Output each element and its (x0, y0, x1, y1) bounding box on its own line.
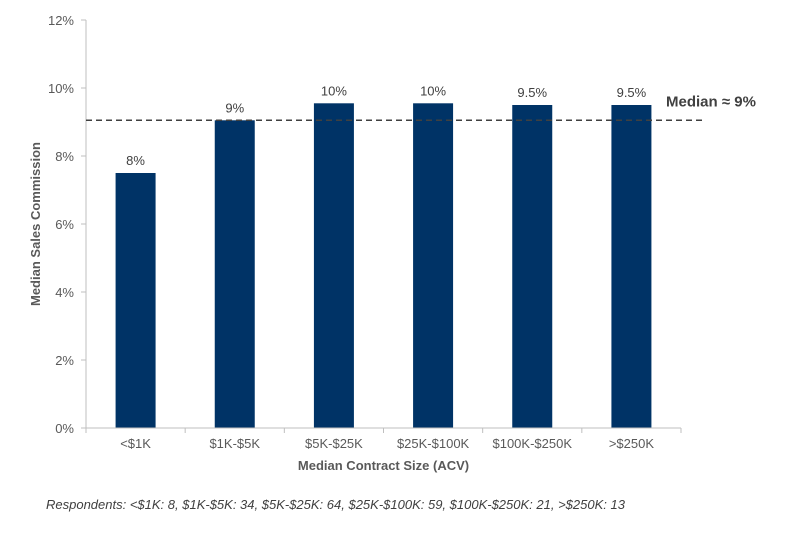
bar-data-label: 10% (420, 83, 446, 98)
bar (611, 105, 652, 428)
y-axis-label: Median Sales Commission (28, 142, 43, 306)
x-tick-label: $5K-$25K (305, 436, 363, 451)
y-tick-label: 10% (48, 81, 74, 96)
bars: 8% 9% 10% 10% 9.5% 9.5% (115, 83, 652, 429)
bar-chart: 0% 2% 4% 6% 8% 10% 12% 8% 9% 10% 10% 9.5% 9.5% <$1K… (28, 13, 756, 473)
bar (214, 120, 255, 429)
median-reference-label: Median ≈ 9% (666, 93, 756, 110)
y-tick-label: 0% (55, 421, 74, 436)
bar-data-label: 9.5% (617, 85, 647, 100)
x-axis-label: Median Contract Size (ACV) (298, 458, 469, 473)
bar-data-label: 9.5% (517, 85, 547, 100)
y-tick-label: 2% (55, 353, 74, 368)
bar-data-label: 9% (225, 100, 244, 115)
bar (115, 173, 156, 428)
bar-data-label: 10% (321, 83, 347, 98)
x-tick-label: $1K-$5K (209, 436, 260, 451)
y-tick-label: 4% (55, 285, 74, 300)
bar (313, 103, 354, 429)
bar-data-label: 8% (126, 153, 145, 168)
y-tick-label: 12% (48, 13, 74, 28)
y-tick-label: 6% (55, 217, 74, 232)
x-axis-ticks: <$1K $1K-$5K $5K-$25K $25K-$100K $100K-$250K… (85, 428, 682, 451)
x-tick-label: $25K-$100K (397, 436, 470, 451)
x-tick-label: >$250K (609, 436, 655, 451)
y-tick-label: 8% (55, 149, 74, 164)
y-axis-ticks: 0% 2% 4% 6% 8% 10% 12% (48, 13, 86, 436)
respondents-footnote: Respondents: <$1K: 8, $1K-$5K: 34, $5K-$… (46, 497, 625, 512)
x-tick-label: $100K-$250K (492, 436, 572, 451)
bar (512, 105, 553, 428)
x-tick-label: <$1K (120, 436, 151, 451)
bar (413, 103, 454, 429)
